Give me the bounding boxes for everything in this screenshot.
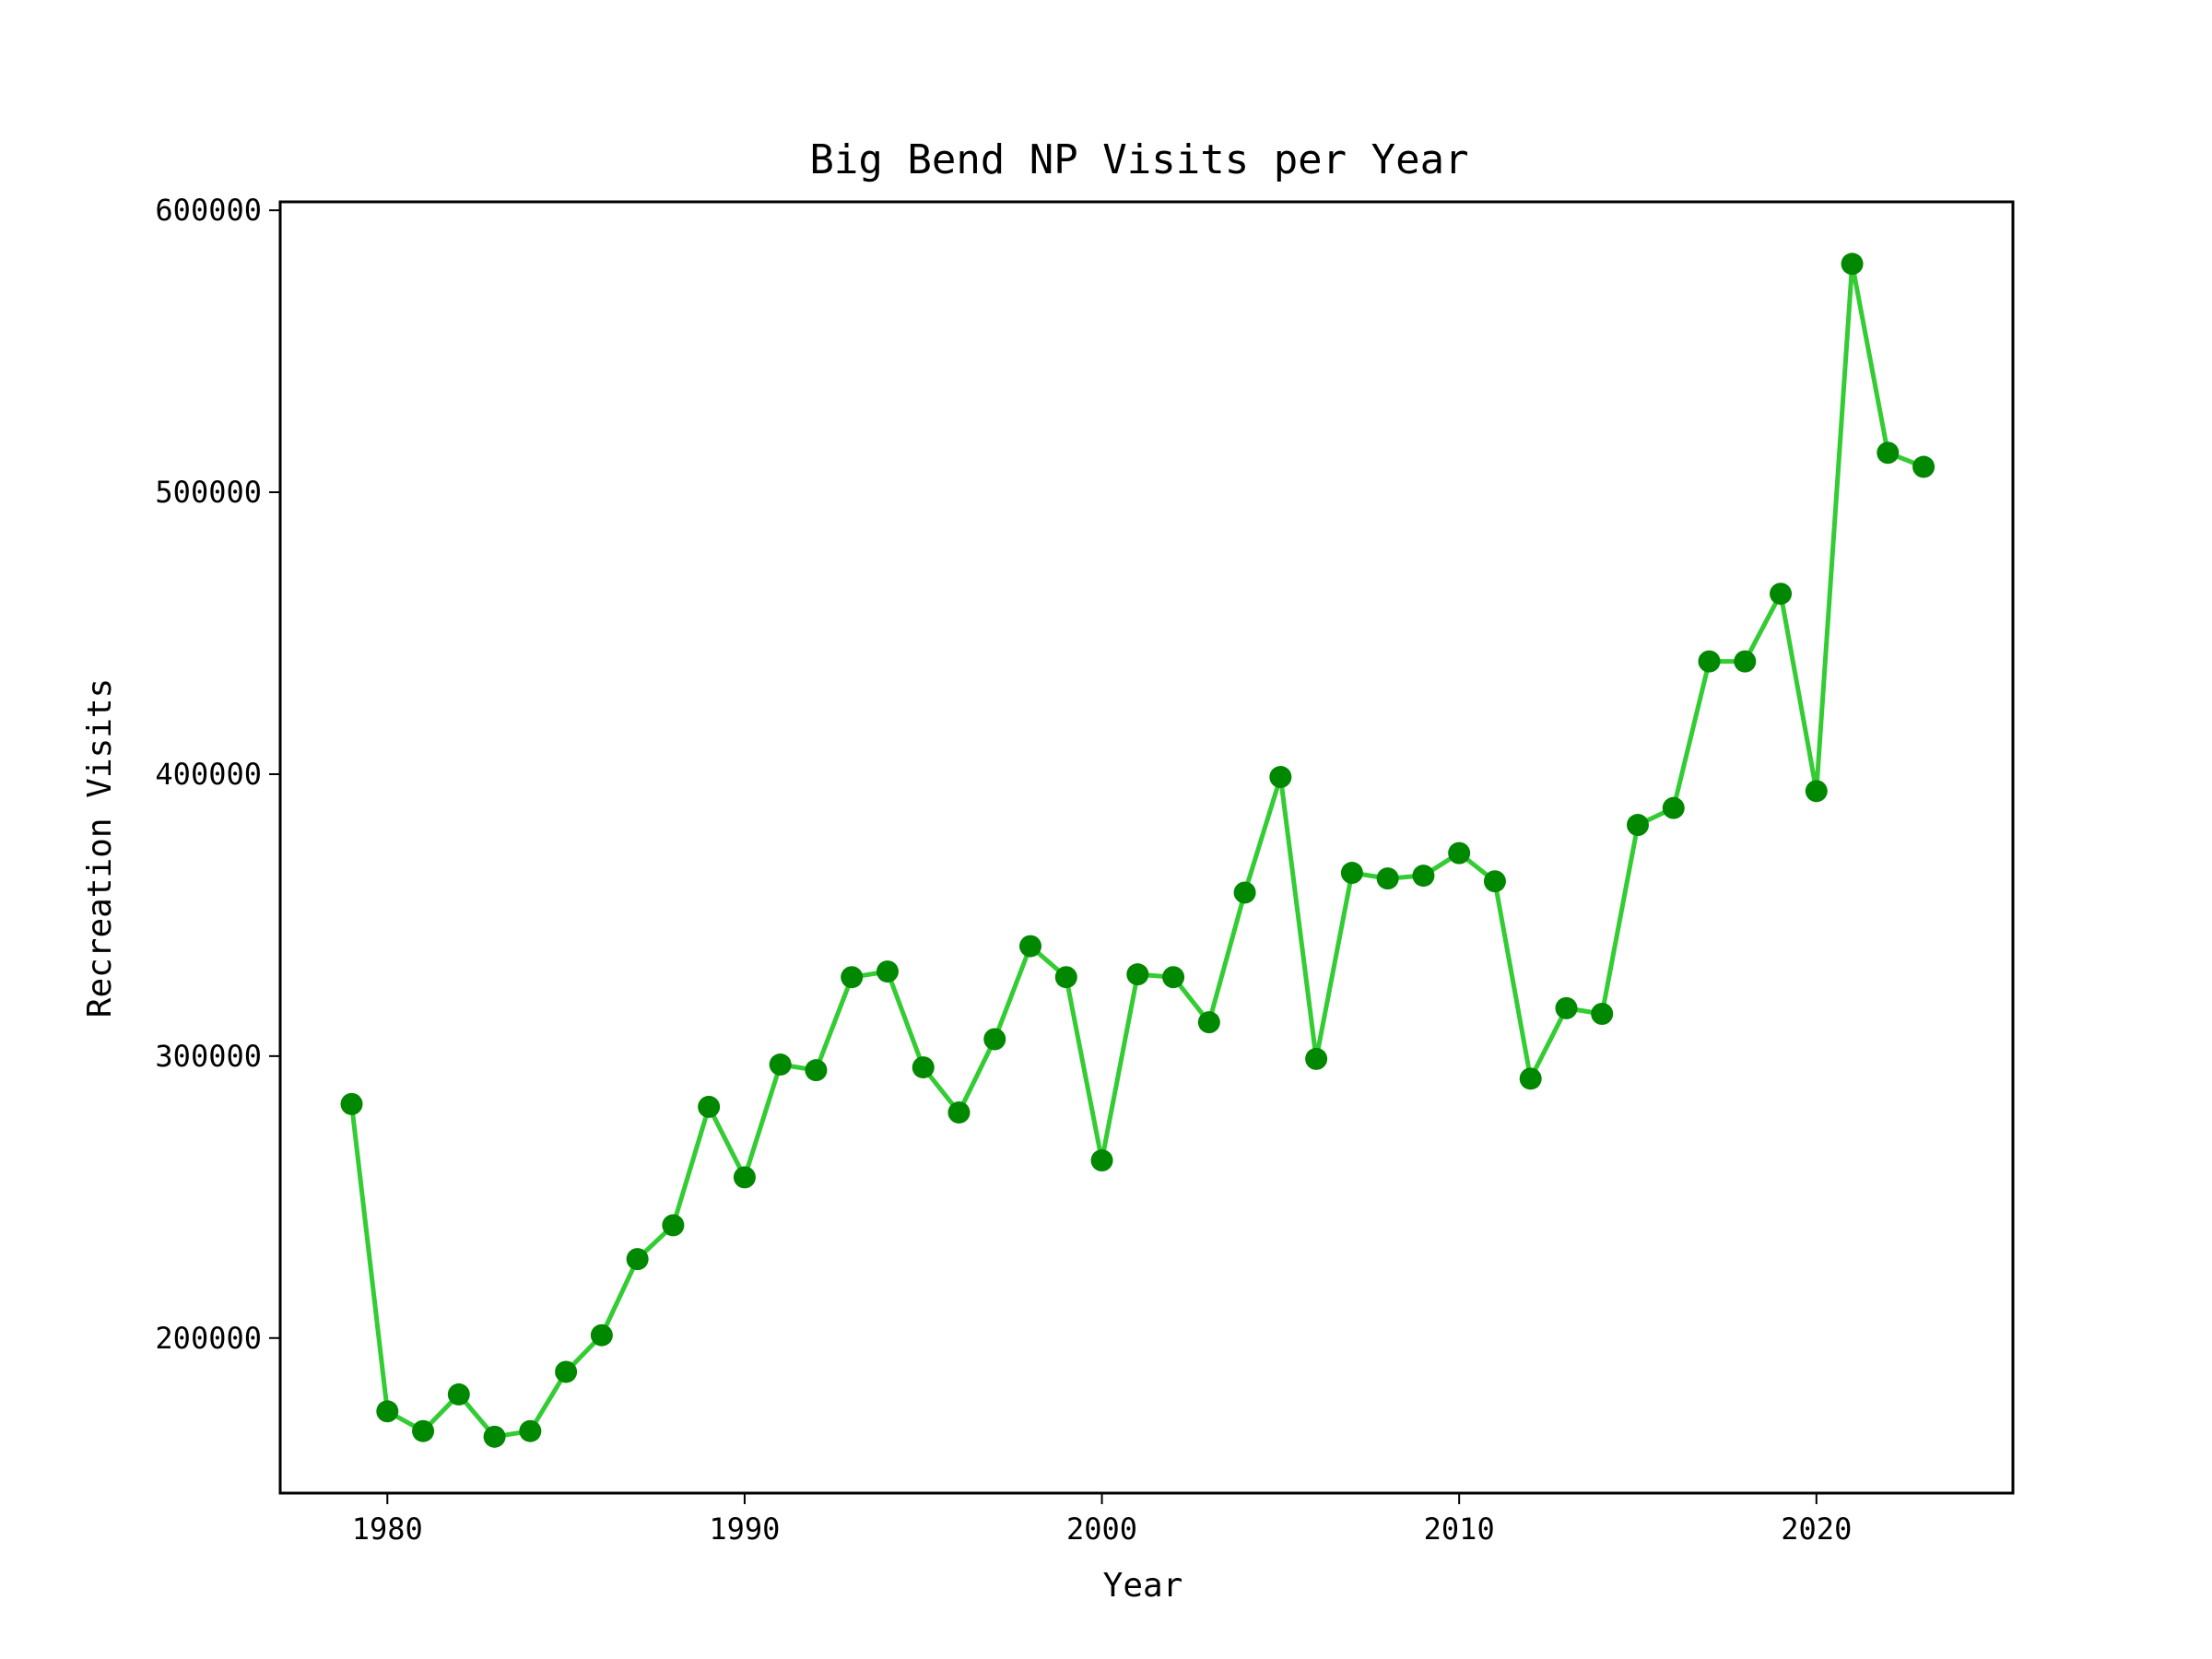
data-point [947,1101,971,1124]
data-point [1305,1047,1328,1070]
data-point [1162,966,1185,989]
data-point [412,1419,435,1442]
data-point [1519,1067,1542,1090]
data-point [805,1059,828,1082]
data-point [1626,814,1649,837]
series-points [340,253,1936,1448]
y-tick-label: 300000 [155,1039,262,1074]
data-point [1555,996,1578,1019]
data-point [1662,796,1685,819]
x-tick-label: 2010 [1424,1512,1495,1547]
data-point [1698,650,1721,673]
data-point [841,966,864,989]
data-point [1090,1149,1113,1172]
data-point [1841,253,1864,276]
y-tick-label: 200000 [155,1321,262,1356]
data-point [1912,455,1936,478]
data-point [626,1248,649,1271]
data-point [733,1166,756,1189]
data-point [376,1400,399,1423]
x-axis: 1980 1990 2000 2010 2020 [352,1493,1852,1547]
data-point [1054,966,1077,989]
data-point [1591,1002,1614,1025]
data-point [340,1092,363,1115]
data-point [1877,441,1900,465]
data-point [1269,766,1292,789]
data-point [769,1053,792,1077]
data-point [1448,841,1471,865]
data-point [876,960,899,983]
data-point [1483,870,1506,893]
y-axis: 200000 300000 400000 500000 600000 [155,193,280,1356]
data-point [447,1382,470,1406]
data-point [1770,582,1793,606]
data-point [912,1056,935,1079]
data-point [1019,935,1042,958]
data-point [1734,650,1757,673]
data-point [698,1095,721,1118]
data-point [590,1324,613,1347]
plot-area [278,200,2015,1495]
data-point [662,1214,685,1237]
data-point [1126,963,1149,986]
x-tick-label: 2020 [1781,1512,1852,1547]
data-point [483,1425,506,1448]
data-point [519,1419,542,1442]
data-point [1805,780,1828,803]
data-point [1233,881,1256,904]
data-point [1340,862,1363,885]
x-tick-label: 2000 [1066,1512,1137,1547]
x-axis-label: Year [1103,1567,1183,1605]
data-point [1376,867,1399,890]
x-tick-label: 1990 [709,1512,780,1547]
data-point [555,1360,578,1383]
y-tick-label: 400000 [155,757,262,792]
y-tick-label: 500000 [155,475,262,510]
y-axis-label: Recreation Visits [81,678,119,1018]
series-line [349,261,1925,1440]
data-point [1197,1011,1220,1034]
y-tick-label: 600000 [155,193,262,228]
data-point [1412,865,1435,888]
x-tick-label: 1980 [352,1512,423,1547]
data-point [983,1028,1006,1051]
chart-title: Big Bend NP Visits per Year [809,136,1468,183]
